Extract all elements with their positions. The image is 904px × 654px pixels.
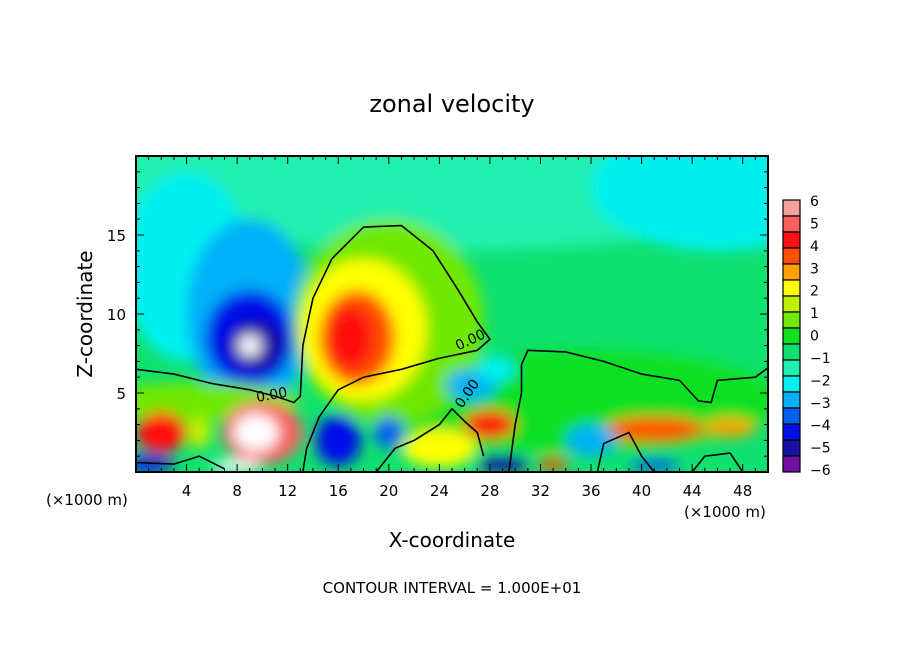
field-feature — [136, 411, 187, 454]
colorbar-label: 6 — [810, 194, 819, 210]
colorbar-swatch — [782, 263, 801, 281]
colorbar-label: 5 — [810, 216, 819, 232]
colorbar-swatch — [782, 439, 801, 457]
x-tick-label: 32 — [531, 482, 550, 500]
x-tick-label: 12 — [278, 482, 297, 500]
field-feature — [401, 429, 478, 468]
y-tick-label: 5 — [116, 385, 126, 403]
x-tick-label: 8 — [232, 482, 242, 500]
colorbar-swatch — [782, 295, 801, 313]
x-tick-label: 44 — [683, 482, 702, 500]
field-feature — [315, 415, 361, 466]
colorbar-label: 4 — [810, 239, 819, 255]
colorbar-swatch — [782, 343, 801, 361]
zero-contour-line — [596, 431, 655, 472]
colorbar-swatch — [782, 247, 801, 265]
x-tick-label: 4 — [182, 482, 192, 500]
velocity-field — [136, 156, 768, 472]
x-tick-label: 16 — [329, 482, 348, 500]
zero-contour-line — [136, 224, 491, 472]
colorbar-swatch — [782, 391, 801, 409]
colorbar-swatch — [782, 455, 801, 473]
field-feature — [477, 356, 516, 382]
field-feature — [464, 410, 516, 439]
colorbar-swatch — [782, 199, 801, 217]
x-tick-label: 40 — [632, 482, 651, 500]
colorbar-label: −1 — [810, 351, 831, 367]
colorbar-swatch — [782, 407, 801, 425]
y-tick-label: 15 — [107, 227, 126, 245]
colorbar-label: 3 — [810, 261, 819, 277]
colorbar-swatch — [782, 375, 801, 393]
field-feature — [328, 306, 374, 370]
zero-contour-line — [136, 455, 225, 470]
contour-interval-label: CONTOUR INTERVAL = 1.000E+01 — [323, 579, 582, 597]
x-tick-label: 36 — [581, 482, 600, 500]
colorbar-label: 0 — [810, 329, 819, 345]
colorbar-swatch — [782, 231, 801, 249]
x-tick-label: 48 — [733, 482, 752, 500]
x-tick-label: 20 — [379, 482, 398, 500]
field-feature — [233, 413, 279, 452]
colorbar-label: 2 — [810, 284, 819, 300]
x-unit-right: (×1000 m) — [684, 503, 766, 521]
colorbar-swatch — [782, 327, 801, 345]
x-tick-label: 24 — [430, 482, 449, 500]
field-feature — [186, 416, 212, 449]
zero-contour-line — [375, 407, 485, 472]
colorbar-swatch — [782, 423, 801, 441]
field-feature — [537, 457, 569, 471]
x-axis-label: X-coordinate — [389, 528, 516, 552]
colorbar: 6 5 4 3 2 1 0 −1 −2 −3 −4 −5 −6 — [782, 194, 831, 479]
field-feature — [565, 424, 617, 457]
colorbar-swatch — [782, 215, 801, 233]
colorbar-label: −2 — [810, 373, 831, 389]
colorbar-swatch — [782, 359, 801, 377]
chart-title: zonal velocity — [369, 90, 534, 118]
colorbar-swatch — [782, 279, 801, 297]
field-feature — [238, 334, 262, 357]
colorbar-label: −5 — [810, 441, 831, 457]
zero-contour-line — [508, 349, 768, 472]
field-feature — [373, 416, 404, 449]
y-tick-label: 10 — [107, 306, 126, 324]
x-tick-label: 28 — [480, 482, 499, 500]
colorbar-swatch — [782, 311, 801, 329]
field-feature — [704, 418, 756, 438]
colorbar-label: −6 — [810, 463, 831, 479]
field-feature — [591, 156, 768, 251]
contour-label: 0.00 — [255, 385, 288, 406]
field-features — [136, 156, 768, 472]
x-unit-left: (×1000 m) — [46, 491, 128, 509]
colorbar-label: −3 — [810, 396, 831, 412]
field-feature — [603, 416, 705, 442]
zero-contour-line — [691, 452, 744, 472]
y-axis-label: Z-coordinate — [73, 250, 97, 377]
colorbar-label: 1 — [810, 306, 819, 322]
colorbar-label: −4 — [810, 418, 831, 434]
